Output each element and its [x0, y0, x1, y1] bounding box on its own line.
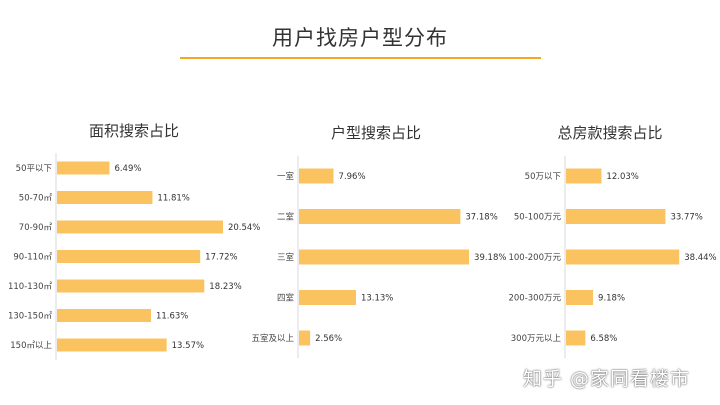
bar	[299, 290, 356, 305]
data-label: 9.18%	[598, 294, 625, 304]
bar	[57, 220, 223, 234]
bar	[566, 168, 602, 184]
data-label: 20.54%	[228, 223, 260, 233]
category-label: 50-100万元	[514, 213, 562, 223]
data-label: 38.44%	[684, 253, 716, 263]
category-label: 三室	[277, 252, 295, 263]
category-label: 200-300万元	[508, 294, 561, 304]
category-label: 二室	[277, 212, 295, 223]
data-label: 6.58%	[590, 334, 617, 344]
data-label: 13.13%	[361, 294, 393, 304]
bar	[57, 250, 201, 263]
chart-title: 户型搜索占比	[331, 124, 421, 142]
chart-title: 面积搜索占比	[89, 122, 179, 140]
category-label: 90-110㎡	[13, 253, 52, 263]
data-label: 6.49%	[114, 164, 141, 174]
chart-1: 面积搜索占比 50平以下 6.49% 50-70㎡ 11.81% 70-90㎡ 20.54%…	[8, 122, 260, 360]
bar	[57, 338, 167, 352]
title-underline	[180, 57, 541, 59]
bar	[566, 290, 594, 305]
category-label: 70-90㎡	[19, 223, 53, 233]
bar	[299, 209, 461, 224]
bar	[57, 309, 151, 322]
category-label: 50平以下	[16, 164, 53, 174]
category-label: 300万元以上	[511, 334, 562, 344]
data-label: 7.96%	[339, 172, 366, 182]
data-label: 2.56%	[315, 334, 342, 344]
data-label: 39.18%	[474, 253, 506, 263]
bar	[299, 330, 311, 346]
data-label: 13.57%	[172, 341, 204, 351]
bar	[57, 161, 110, 175]
category-label: 100-200万元	[508, 253, 561, 263]
chart-title: 总房款搜索占比	[557, 124, 662, 142]
bar	[566, 330, 586, 346]
category-label: 50-70㎡	[19, 194, 53, 204]
category-label: 110-130㎡	[8, 282, 53, 292]
bar	[299, 249, 470, 265]
bar	[57, 191, 153, 204]
category-label: 四室	[277, 293, 295, 304]
bar	[57, 279, 205, 293]
category-label: 130-150㎡	[8, 312, 53, 322]
data-label: 33.77%	[670, 213, 702, 223]
bar	[566, 209, 666, 224]
category-label: 五室及以上	[251, 333, 294, 344]
watermark: 知乎 @家同看楼市	[523, 368, 691, 390]
data-label: 17.72%	[205, 253, 237, 263]
category-label: 一室	[277, 171, 295, 182]
data-label: 11.81%	[157, 194, 189, 204]
chart-3: 总房款搜索占比 50万以下 12.03% 50-100万元 33.77% 100-200万…	[508, 124, 717, 359]
data-label: 18.23%	[209, 282, 241, 292]
data-label: 11.63%	[156, 312, 188, 322]
page-title: 用户找房户型分布	[272, 26, 448, 50]
data-label: 37.18%	[465, 213, 497, 223]
data-label: 12.03%	[606, 172, 638, 182]
bar	[566, 249, 680, 265]
category-label: 50万以下	[525, 172, 562, 182]
bar	[299, 168, 334, 184]
category-label: 150㎡以上	[10, 341, 52, 351]
